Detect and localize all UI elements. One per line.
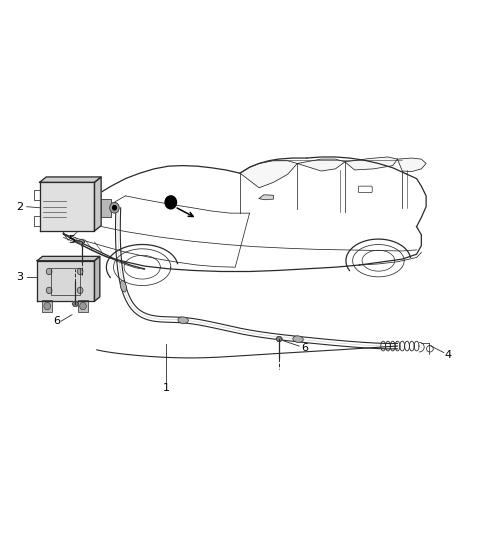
Polygon shape <box>95 256 100 301</box>
Polygon shape <box>240 161 297 188</box>
Circle shape <box>110 203 119 213</box>
Circle shape <box>44 302 50 310</box>
Bar <box>78 300 88 312</box>
Polygon shape <box>79 239 84 244</box>
Text: 5: 5 <box>69 235 75 245</box>
Circle shape <box>113 206 116 210</box>
Polygon shape <box>39 182 95 231</box>
Polygon shape <box>37 256 100 261</box>
Ellipse shape <box>293 336 303 343</box>
Polygon shape <box>276 337 282 342</box>
Bar <box>51 268 80 295</box>
Circle shape <box>46 287 52 294</box>
Polygon shape <box>297 159 345 171</box>
Text: 2: 2 <box>16 201 23 212</box>
Circle shape <box>77 268 83 275</box>
Circle shape <box>77 287 83 294</box>
Text: 6: 6 <box>53 316 60 326</box>
Polygon shape <box>72 301 78 306</box>
Text: 3: 3 <box>16 272 23 282</box>
Polygon shape <box>39 177 101 182</box>
Circle shape <box>165 196 177 209</box>
Text: 6: 6 <box>301 343 309 353</box>
Text: 4: 4 <box>444 350 451 360</box>
Text: 1: 1 <box>163 383 169 393</box>
Bar <box>42 300 52 312</box>
Polygon shape <box>37 261 95 301</box>
Circle shape <box>80 302 86 310</box>
Polygon shape <box>95 177 101 231</box>
Polygon shape <box>259 195 274 200</box>
Ellipse shape <box>120 281 126 292</box>
Polygon shape <box>345 157 397 170</box>
Circle shape <box>46 268 52 275</box>
Ellipse shape <box>178 317 188 324</box>
Polygon shape <box>397 158 426 172</box>
Bar <box>101 199 111 218</box>
